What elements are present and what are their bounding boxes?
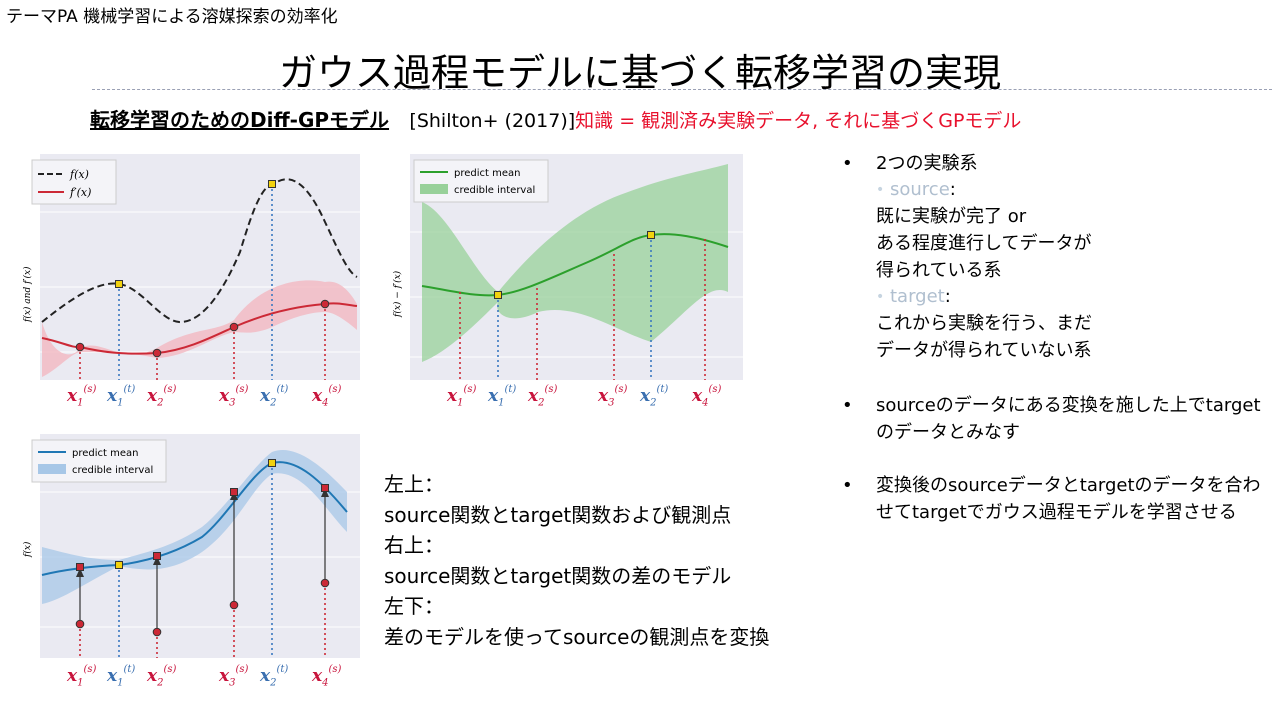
source-function-curve (41, 178, 358, 324)
y-axis-label: f(x) (22, 541, 33, 558)
citation: [Shilton+ (2017)] (409, 110, 576, 132)
x-label-s4: x4(s) (312, 384, 342, 409)
legend-label-interval: credible interval (454, 185, 535, 196)
target-obs-lines (118, 463, 273, 658)
x-label-t2: x2(t) (260, 384, 289, 409)
x-label-s4: x4(s) (312, 664, 342, 689)
plot-difference-model: predict mean credible interval f(x) − f′… (392, 154, 743, 380)
plot-source-target: f(x) f′(x) f(x) and f′(x) (22, 154, 360, 380)
source-label: source (890, 179, 950, 200)
sub-bullet-target: target: (842, 284, 1277, 310)
slide-title: ガウス過程モデルに基づく転移学習の実現 (278, 51, 1001, 95)
source-obs-lines (459, 239, 706, 380)
predict-mean-line (421, 233, 729, 297)
legend-label-mean: predict mean (454, 168, 520, 179)
desc-line: source関数とtarget関数および観測点 (384, 502, 732, 527)
x-label-t1: x1(t) (107, 384, 136, 409)
predict-mean-line (41, 461, 348, 576)
source-points-original (75, 578, 330, 637)
legend-box (413, 159, 549, 203)
source-points-transformed (76, 484, 329, 571)
transform-arrows (79, 494, 326, 630)
target-colon: : (944, 286, 951, 307)
figure-description: 左上： source関数とtarget関数および観測点 右上： source関数… (384, 469, 769, 652)
theme-label: テーマPA 機械学習による溶媒探索の効率化 (6, 7, 338, 27)
x-label-s2: x2(s) (147, 664, 177, 689)
sub-bullet-source: source: (842, 177, 1277, 203)
y-axis-label: f(x) and f′(x) (22, 266, 33, 323)
x-label-s3: x3(s) (598, 384, 628, 409)
target-obs-lines (497, 235, 652, 380)
source-description: 既に実験が完了 or ある程度進行してデータが 得られている系 (876, 206, 1092, 281)
desc-line: source関数とtarget関数の差のモデル (384, 563, 732, 588)
x-label-s1: x1(s) (67, 384, 97, 409)
x-label-t2: x2(t) (640, 384, 669, 409)
legend-box (31, 159, 117, 205)
x-label-s2: x2(s) (147, 384, 177, 409)
source-colon: : (949, 179, 956, 200)
bullet-two-systems: 2つの実験系 (842, 150, 1277, 177)
legend-label-fprime: f′(x) (69, 186, 91, 199)
desc-line: 差のモデルを使ってsourceの観測点を変換 (384, 624, 770, 649)
desc-line: 左下： (384, 594, 444, 618)
x-label-t1: x1(t) (488, 384, 517, 409)
source-obs-lines (79, 583, 326, 658)
x-label-t2: x2(t) (260, 664, 289, 689)
credible-interval-band (422, 164, 728, 362)
target-obs-lines (118, 184, 273, 380)
bullet-train: 変換後のsourceデータとtargetのデータを合わせてtargetでガウス過… (842, 472, 1277, 526)
bullet-list: 2つの実験系 source: 既に実験が完了 or ある程度進行してデータが 得… (842, 150, 1277, 526)
x-label-s1: x1(s) (67, 664, 97, 689)
x-label-s1: x1(s) (447, 384, 477, 409)
target-points (115, 180, 276, 288)
source-points (75, 299, 330, 358)
source-obs-lines (79, 304, 326, 380)
x-label-t1: x1(t) (107, 664, 136, 689)
legend-label-mean: predict mean (72, 448, 138, 459)
target-label: target (890, 286, 945, 307)
legend-label-f: f(x) (69, 168, 89, 181)
legend-box (31, 439, 167, 483)
x-label-s3: x3(s) (219, 664, 249, 689)
x-label-s3: x3(s) (219, 384, 249, 409)
desc-line: 左上： (384, 472, 444, 496)
x-label-s4: x4(s) (692, 384, 722, 409)
legend-label-interval: credible interval (72, 465, 153, 476)
subtitle: 転移学習のためのDiff-GPモデル [Shilton+ (2017)]知識 =… (90, 104, 1021, 133)
grid-lines (40, 491, 360, 628)
bullet-transform: sourceのデータにある変換を施した上でtargetのデータとみなす (842, 392, 1277, 446)
target-points (494, 231, 655, 299)
subtitle-model-name: 転移学習のためのDiff-GPモデル (90, 108, 390, 132)
subtitle-knowledge: 知識 = 観測済み実験データ, それに基づくGPモデル (575, 110, 1022, 132)
title-divider (92, 89, 1272, 90)
plot-transformed-gp: predict mean credible interval f(x) (22, 434, 360, 658)
target-points (115, 459, 276, 569)
target-description: これから実験を行う、まだ データが得られていない系 (876, 313, 1092, 361)
x-label-s2: x2(s) (528, 384, 558, 409)
source-band (42, 280, 357, 377)
y-axis-label: f(x) − f′(x) (392, 270, 403, 318)
desc-line: 右上： (384, 533, 444, 557)
